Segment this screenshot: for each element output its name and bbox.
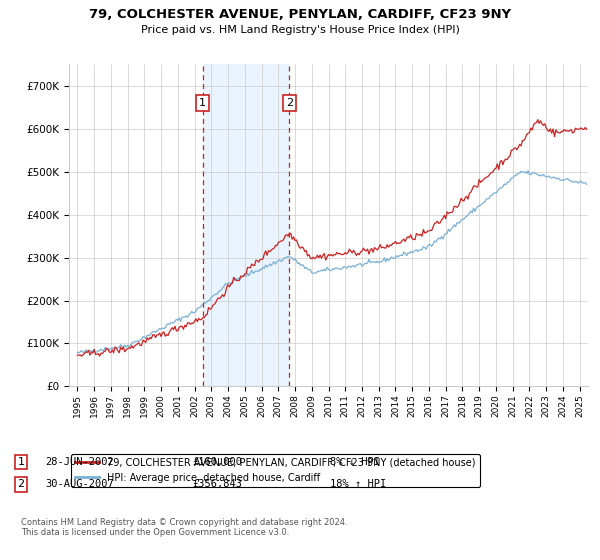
Text: £356,843: £356,843 (192, 479, 242, 489)
Legend: 79, COLCHESTER AVENUE, PENYLAN, CARDIFF, CF23 9NY (detached house), HPI: Average: 79, COLCHESTER AVENUE, PENYLAN, CARDIFF,… (71, 454, 479, 487)
Text: £160,000: £160,000 (192, 457, 242, 467)
Text: 8% ↓ HPI: 8% ↓ HPI (330, 457, 380, 467)
Text: 1: 1 (199, 98, 206, 108)
Text: 30-AUG-2007: 30-AUG-2007 (45, 479, 114, 489)
Text: 18% ↑ HPI: 18% ↑ HPI (330, 479, 386, 489)
Text: 2: 2 (286, 98, 293, 108)
Text: 2: 2 (17, 479, 25, 489)
Text: Price paid vs. HM Land Registry's House Price Index (HPI): Price paid vs. HM Land Registry's House … (140, 25, 460, 35)
Text: 28-JUN-2002: 28-JUN-2002 (45, 457, 114, 467)
Text: Contains HM Land Registry data © Crown copyright and database right 2024.
This d: Contains HM Land Registry data © Crown c… (21, 518, 347, 538)
Text: 1: 1 (17, 457, 25, 467)
Text: 79, COLCHESTER AVENUE, PENYLAN, CARDIFF, CF23 9NY: 79, COLCHESTER AVENUE, PENYLAN, CARDIFF,… (89, 8, 511, 21)
